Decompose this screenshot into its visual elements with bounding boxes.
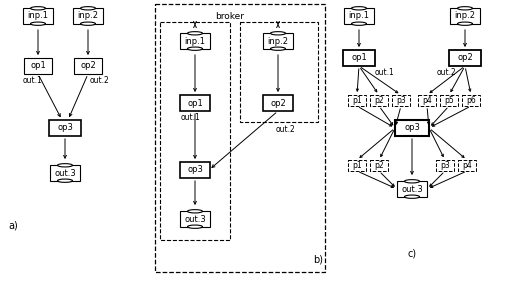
Text: b): b) — [313, 254, 323, 264]
Text: p3: p3 — [396, 96, 406, 105]
Text: op1: op1 — [351, 53, 367, 62]
Text: p5: p5 — [444, 96, 454, 105]
Bar — [392, 95, 410, 106]
Ellipse shape — [187, 210, 203, 213]
Text: inp.2: inp.2 — [268, 36, 289, 45]
Text: inp.1: inp.1 — [184, 36, 206, 45]
Ellipse shape — [352, 22, 366, 25]
Text: op2: op2 — [80, 62, 96, 71]
Ellipse shape — [58, 179, 72, 182]
Bar — [449, 50, 481, 66]
Bar — [370, 95, 388, 106]
Bar — [348, 95, 366, 106]
Ellipse shape — [80, 7, 96, 10]
Ellipse shape — [352, 7, 366, 10]
Text: a): a) — [8, 220, 18, 230]
Bar — [348, 160, 366, 171]
Bar — [180, 211, 210, 227]
Bar — [397, 181, 427, 197]
Bar — [180, 162, 210, 178]
Text: out.1: out.1 — [375, 68, 395, 77]
Ellipse shape — [187, 47, 203, 50]
Bar — [458, 160, 476, 171]
Text: op3: op3 — [187, 166, 203, 175]
Bar — [343, 50, 375, 66]
Bar — [440, 95, 458, 106]
Text: p1: p1 — [352, 161, 362, 170]
Bar — [73, 8, 103, 24]
Bar — [74, 58, 102, 74]
Bar — [49, 120, 81, 136]
Bar — [24, 58, 52, 74]
Text: inp.2: inp.2 — [455, 12, 475, 21]
Text: broker: broker — [215, 12, 244, 21]
Bar — [462, 95, 480, 106]
Bar — [50, 165, 80, 181]
Bar — [180, 33, 210, 49]
Bar — [263, 95, 293, 111]
Text: op3: op3 — [57, 123, 73, 132]
Text: out.1: out.1 — [181, 113, 201, 122]
Text: out.2: out.2 — [276, 125, 296, 134]
Bar — [263, 33, 293, 49]
Text: out.3: out.3 — [184, 214, 206, 223]
Ellipse shape — [458, 7, 472, 10]
Text: p3: p3 — [440, 161, 450, 170]
Text: op3: op3 — [404, 123, 420, 132]
Ellipse shape — [187, 225, 203, 228]
Bar — [370, 160, 388, 171]
Bar — [155, 4, 325, 272]
Ellipse shape — [58, 164, 72, 167]
Text: out.2: out.2 — [437, 68, 457, 77]
Text: out.3: out.3 — [401, 184, 423, 194]
Ellipse shape — [405, 180, 419, 183]
Text: out.2: out.2 — [90, 76, 110, 85]
Text: p6: p6 — [466, 96, 476, 105]
Ellipse shape — [270, 47, 286, 50]
Text: out.3: out.3 — [54, 168, 76, 177]
Ellipse shape — [458, 22, 472, 25]
Text: c): c) — [407, 248, 416, 258]
Text: p2: p2 — [374, 96, 384, 105]
Text: p2: p2 — [374, 161, 384, 170]
Bar — [450, 8, 480, 24]
Text: inp.1: inp.1 — [349, 12, 370, 21]
Bar — [344, 8, 374, 24]
Text: out.1: out.1 — [23, 76, 43, 85]
Text: op1: op1 — [30, 62, 46, 71]
Ellipse shape — [31, 22, 45, 25]
Ellipse shape — [31, 7, 45, 10]
Bar — [418, 95, 436, 106]
Ellipse shape — [80, 22, 96, 25]
Text: op2: op2 — [270, 99, 286, 108]
Text: inp.2: inp.2 — [77, 12, 99, 21]
Text: p1: p1 — [352, 96, 362, 105]
Ellipse shape — [405, 195, 419, 198]
Bar — [180, 95, 210, 111]
Text: op1: op1 — [187, 99, 203, 108]
Bar — [160, 22, 230, 240]
Text: p4: p4 — [422, 96, 432, 105]
Ellipse shape — [270, 32, 286, 35]
Bar — [23, 8, 53, 24]
Text: inp.1: inp.1 — [27, 12, 48, 21]
Bar — [436, 160, 454, 171]
Text: op2: op2 — [457, 53, 473, 62]
Bar — [395, 120, 429, 136]
Bar — [240, 22, 318, 122]
Ellipse shape — [187, 32, 203, 35]
Text: p4: p4 — [462, 161, 472, 170]
